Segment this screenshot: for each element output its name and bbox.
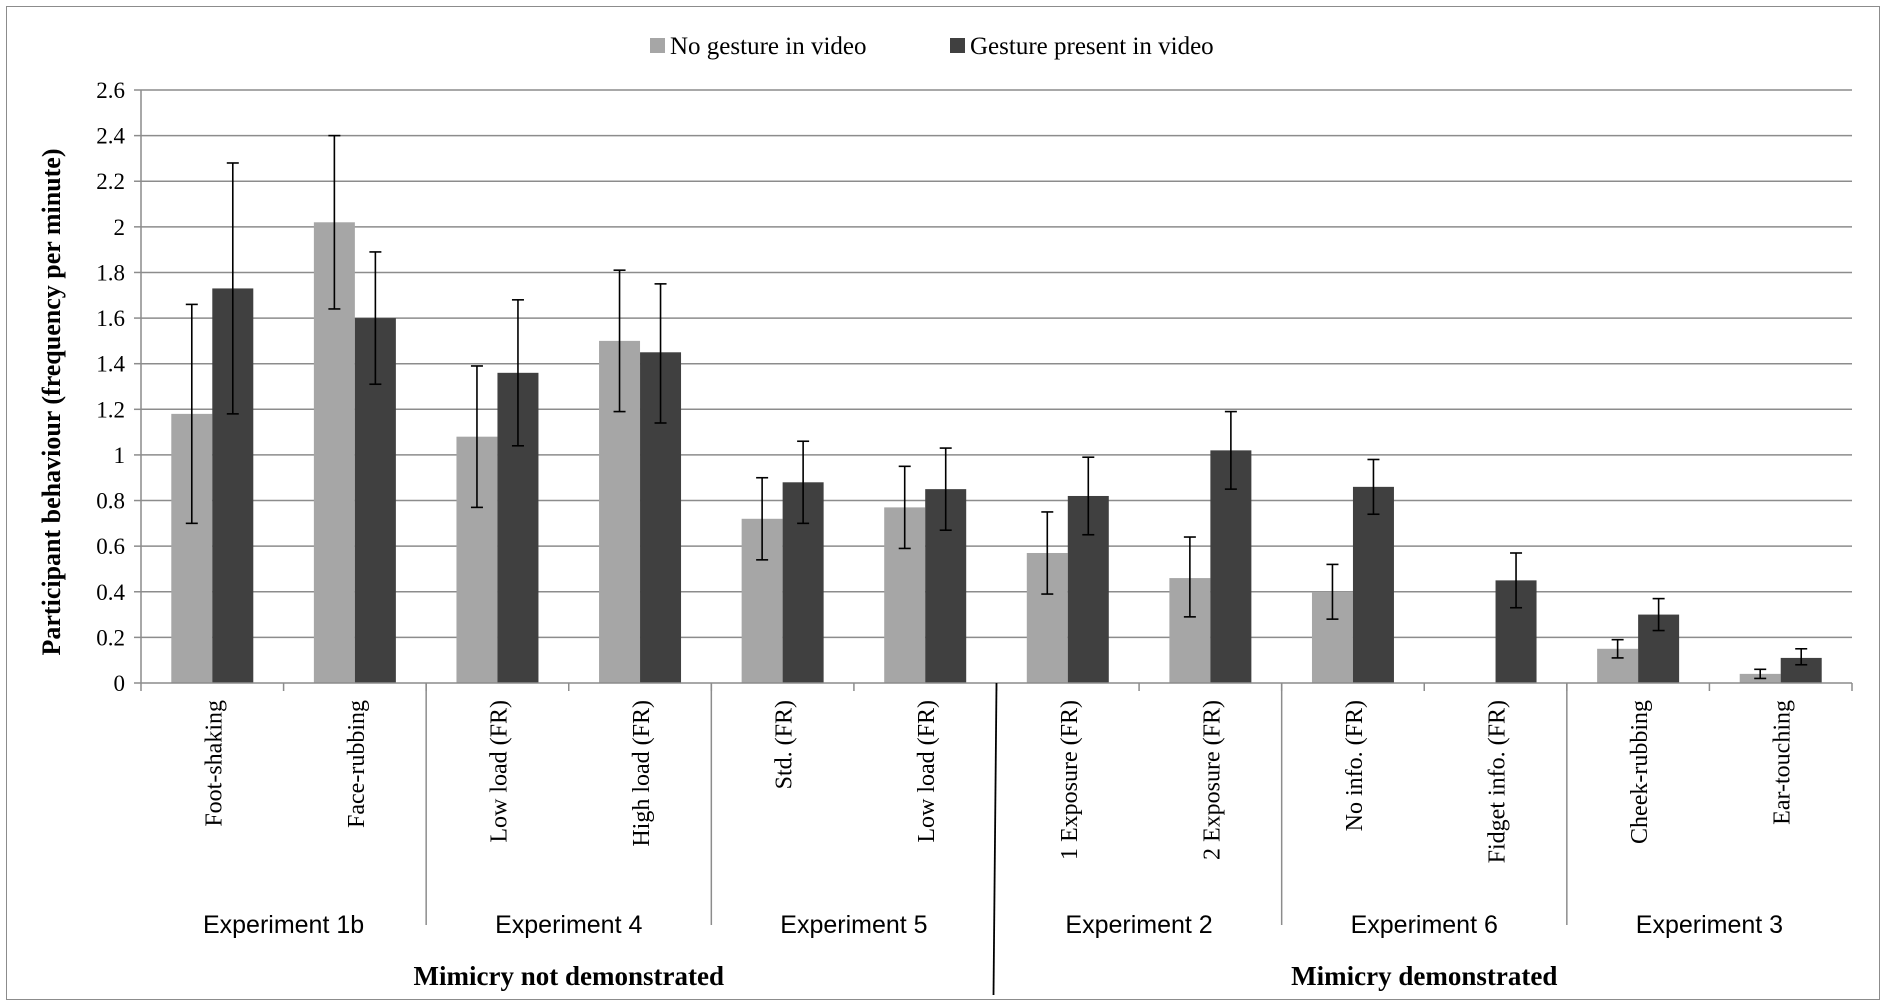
y-tick-label: 0.4 bbox=[96, 580, 125, 605]
category-label: Std. (FR) bbox=[772, 700, 798, 789]
group-label: Experiment 2 bbox=[1065, 911, 1212, 939]
category-label: Low load (FR) bbox=[486, 700, 512, 843]
y-tick-label: 2 bbox=[114, 215, 126, 240]
legend: No gesture in video Gesture present in vi… bbox=[650, 33, 1214, 60]
legend-swatch bbox=[950, 38, 965, 53]
category-label: Face-rubbing bbox=[344, 700, 370, 828]
group-label: Experiment 6 bbox=[1351, 911, 1498, 939]
error-bars bbox=[185, 134, 1808, 680]
y-axis-ticks: 0 0.2 0.4 0.6 0.8 1 1.2 1.4 1.6 1.8 2 2.2 2.4 2.6 bbox=[96, 78, 142, 696]
y-tick-label: 2.6 bbox=[96, 78, 125, 103]
bars bbox=[171, 222, 1822, 684]
category-label: High load (FR) bbox=[629, 700, 655, 847]
category-label: Foot-shaking bbox=[201, 700, 227, 827]
y-tick-label: 0.6 bbox=[96, 534, 125, 559]
x-axis-supergroup-labels: Mimicry not demonstrated Mimicry demonstr… bbox=[414, 961, 1558, 991]
group-label: Experiment 3 bbox=[1636, 911, 1783, 939]
category-label: 1 Exposure (FR) bbox=[1057, 700, 1083, 860]
x-axis bbox=[140, 682, 1853, 996]
category-label: Fidget info. (FR) bbox=[1485, 700, 1511, 863]
group-label: Experiment 5 bbox=[780, 911, 927, 939]
y-tick-label: 1.6 bbox=[96, 306, 125, 331]
y-tick-label: 1.4 bbox=[96, 352, 125, 377]
category-label: No info. (FR) bbox=[1342, 700, 1368, 831]
supergroup-label: Mimicry not demonstrated bbox=[414, 961, 724, 991]
group-label: Experiment 1b bbox=[203, 911, 364, 939]
y-tick-label: 0.8 bbox=[96, 489, 125, 514]
category-label: 2 Exposure (FR) bbox=[1199, 700, 1225, 860]
legend-label: No gesture in video bbox=[670, 33, 866, 60]
supergroup-label: Mimicry demonstrated bbox=[1291, 961, 1557, 991]
supergroup-separator bbox=[992, 682, 998, 996]
y-tick-label: 2.2 bbox=[96, 169, 125, 194]
y-tick-label: 0 bbox=[114, 671, 126, 696]
y-tick-label: 2.4 bbox=[96, 124, 125, 149]
category-label: Ear-touching bbox=[1770, 700, 1796, 825]
y-tick-label: 1.8 bbox=[96, 260, 125, 285]
category-label: Low load (FR) bbox=[914, 700, 940, 843]
gridlines bbox=[141, 89, 1852, 639]
y-tick-label: 1 bbox=[114, 443, 126, 468]
legend-swatch bbox=[650, 38, 665, 53]
y-axis-title: Participant behaviour (frequency per min… bbox=[37, 149, 66, 656]
x-axis-category-labels: Foot-shaking Face-rubbing Low load (FR) Hig… bbox=[201, 700, 1795, 863]
legend-label: Gesture present in video bbox=[970, 33, 1214, 60]
y-tick-label: 1.2 bbox=[96, 397, 125, 422]
x-axis-group-labels: Experiment 1b Experiment 4 Experiment 5 Exp… bbox=[203, 911, 1783, 939]
bar-gesture bbox=[1352, 486, 1394, 683]
group-label: Experiment 4 bbox=[495, 911, 642, 939]
y-tick-label: 0.2 bbox=[96, 625, 125, 650]
category-label: Cheek-rubbing bbox=[1627, 700, 1653, 844]
